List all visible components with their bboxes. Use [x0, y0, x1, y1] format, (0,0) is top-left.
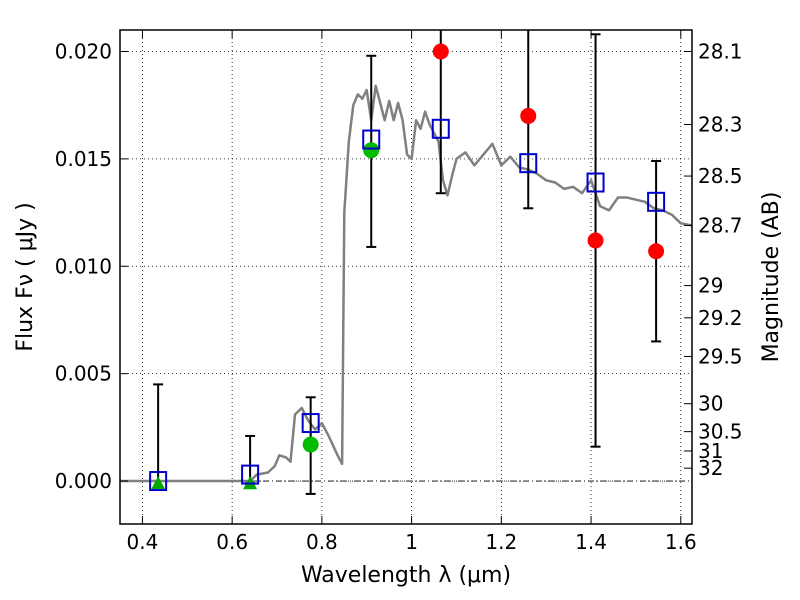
right-axis-label: Magnitude (AB) — [759, 192, 784, 363]
y2-tick-label: 30.5 — [698, 420, 743, 444]
y2-tick-label: 28.5 — [698, 164, 743, 188]
blue-square-marker — [431, 118, 450, 139]
y-tick-label: 0.000 — [55, 469, 112, 493]
plot-background — [120, 30, 692, 524]
y2-tick-label: 28.7 — [698, 213, 743, 237]
y2-tick-label: 29 — [698, 274, 723, 298]
blue-square-marker — [519, 153, 538, 174]
green-triangle-marker — [151, 476, 166, 490]
red-circle-marker — [432, 43, 449, 60]
tick-labels: 0.4 0.6 0.8 1 1.2 1.4 1.6 0.000 0.005 0.010 0.015 0… — [55, 39, 743, 554]
red-circle-marker — [520, 107, 537, 124]
y-axis-label: Flux Fν ( μJy ) — [13, 202, 38, 351]
y2-tick-label: 29.2 — [698, 306, 743, 330]
x-tick-label: 1.4 — [575, 530, 607, 554]
ticks — [120, 30, 692, 524]
red-circle-marker — [587, 232, 604, 249]
y-tick-label: 0.005 — [55, 362, 112, 386]
blue-square-marker — [647, 191, 666, 212]
x-axis-label: Wavelength λ (μm) — [301, 563, 511, 588]
plot-frame — [119, 29, 693, 525]
green-circle-marker — [363, 142, 380, 159]
x-tick-label: 1.2 — [485, 530, 517, 554]
blue-square-marker — [301, 413, 320, 434]
grid — [120, 30, 692, 524]
x-tick-label: 1.6 — [665, 530, 697, 554]
y-tick-label: 0.020 — [55, 39, 112, 63]
red-circle-marker — [648, 243, 665, 260]
x-tick-label: 0.4 — [127, 530, 159, 554]
y2-tick-label: 32 — [698, 456, 723, 480]
y2-tick-label: 31 — [698, 439, 723, 463]
y-tick-label: 0.015 — [55, 147, 112, 171]
green-circle-marker — [302, 436, 319, 453]
y2-tick-label: 28.1 — [698, 39, 743, 63]
blue-square-marker — [362, 129, 381, 150]
x-tick-label: 0.6 — [216, 530, 248, 554]
y-tick-label: 0.010 — [55, 254, 112, 278]
blue-square-marker — [149, 471, 168, 492]
blue-square-marker — [241, 464, 260, 485]
blue-square-marker — [586, 172, 605, 193]
x-tick-label: 1 — [405, 530, 418, 554]
y2-tick-label: 29.5 — [698, 344, 743, 368]
x-tick-label: 0.8 — [306, 530, 338, 554]
markers — [149, 43, 666, 492]
y2-tick-label: 30 — [698, 392, 723, 416]
y2-tick-label: 28.3 — [698, 113, 743, 137]
